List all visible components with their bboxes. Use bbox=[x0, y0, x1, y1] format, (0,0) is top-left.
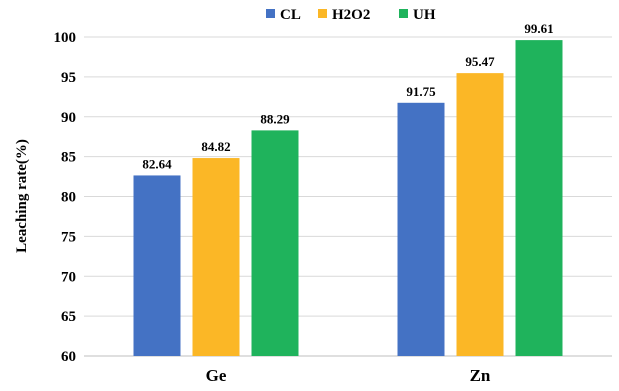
bar-ge-uh bbox=[251, 130, 299, 356]
y-tick-label: 65 bbox=[61, 309, 76, 325]
y-tick-label: 95 bbox=[61, 70, 76, 86]
bar-ge-h2o2 bbox=[192, 158, 240, 356]
y-tick-label: 70 bbox=[61, 269, 76, 285]
y-tick-label: 90 bbox=[61, 110, 76, 126]
x-category-label: Zn bbox=[470, 366, 491, 385]
bar-zn-h2o2 bbox=[456, 73, 504, 357]
data-label: 88.29 bbox=[260, 111, 290, 126]
x-category-label: Ge bbox=[206, 366, 227, 385]
data-label: 95.47 bbox=[465, 54, 495, 69]
legend-label: UH bbox=[413, 7, 436, 23]
y-tick-label: 100 bbox=[54, 30, 77, 46]
y-tick-label: 80 bbox=[61, 190, 76, 206]
y-tick-label: 75 bbox=[61, 229, 76, 245]
bars: 82.64 84.82 88.29 91.75 95.47 99.61 bbox=[133, 21, 563, 357]
legend: CL H2O2 UH bbox=[266, 7, 436, 23]
data-label: 91.75 bbox=[406, 84, 436, 99]
legend-swatch-cl bbox=[266, 9, 275, 18]
bar-zn-uh bbox=[515, 40, 563, 356]
data-label: 82.64 bbox=[142, 156, 172, 171]
axes: 60 65 70 75 80 85 90 95 100 Ge Zn bbox=[54, 30, 491, 385]
y-tick-label: 60 bbox=[61, 349, 76, 365]
legend-swatch-uh bbox=[399, 9, 408, 18]
y-axis-label: Leaching rate(%) bbox=[14, 139, 30, 253]
legend-label: CL bbox=[280, 7, 301, 23]
data-label: 84.82 bbox=[201, 139, 230, 154]
bar-ge-cl bbox=[133, 175, 181, 356]
bar-zn-cl bbox=[397, 102, 445, 356]
legend-label: H2O2 bbox=[332, 7, 370, 23]
y-tick-label: 85 bbox=[61, 150, 76, 166]
legend-swatch-h2o2 bbox=[318, 9, 327, 18]
data-label: 99.61 bbox=[524, 21, 553, 36]
